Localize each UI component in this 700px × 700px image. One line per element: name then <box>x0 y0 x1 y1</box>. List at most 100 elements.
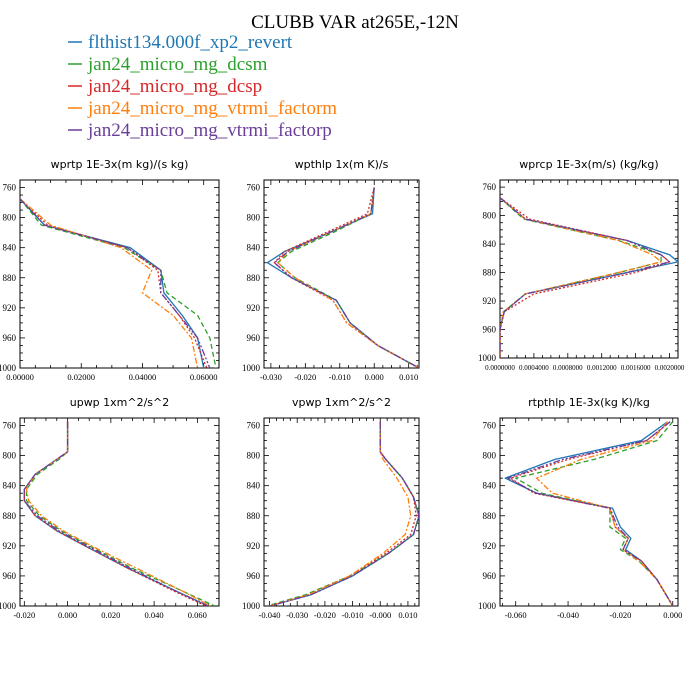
y-tick-label: 760 <box>247 421 261 431</box>
figure-title: CLUBB VAR at265E,-12N <box>251 12 459 33</box>
x-tick-label: -0.020 <box>314 610 336 620</box>
series-line <box>507 421 674 606</box>
y-tick-label: 840 <box>247 243 261 253</box>
series-line <box>500 197 662 358</box>
y-tick-label: 840 <box>483 481 497 491</box>
y-tick-label: 840 <box>3 243 17 253</box>
y-tick-label: 800 <box>483 451 497 461</box>
legend: flthist134.000f_xp2_revert jan24_micro_mg… <box>68 32 337 141</box>
y-tick-label: 760 <box>483 182 497 192</box>
panel-title: wprcp 1E-3x(m/s) (kg/kg) <box>519 158 658 171</box>
chart-panel: upwp 1xm^2/s^2 760 800 840 880 920 960 1000-0.0… <box>0 396 220 620</box>
plot-frame <box>263 179 420 369</box>
y-tick-label: 760 <box>3 183 17 193</box>
x-tick-label: 0.000 <box>663 610 682 620</box>
y-tick-label: 800 <box>247 213 261 223</box>
x-tick-label: -0.000 <box>369 610 391 620</box>
series-line <box>277 187 419 368</box>
plot-frame <box>499 179 679 359</box>
series-line <box>25 421 211 606</box>
y-tick-label: 920 <box>483 541 497 551</box>
x-tick-label: -0.030 <box>286 610 308 620</box>
x-tick-label: 0.0004000 <box>519 364 549 372</box>
y-tick-label: 960 <box>247 333 261 343</box>
x-tick-label: 0.000 <box>58 610 77 620</box>
y-tick-label: 880 <box>247 511 261 521</box>
y-tick-label: 920 <box>3 303 17 313</box>
series-line <box>20 198 199 368</box>
y-tick-label: 1000 <box>478 353 497 363</box>
chart-panel: wprtp 1E-3x(m kg)/(s kg) 760 800 840 880 920 9… <box>0 158 220 382</box>
y-tick-label: 960 <box>247 571 261 581</box>
x-tick-label: -0.060 <box>505 610 527 620</box>
x-tick-label: 0.06000 <box>190 372 218 382</box>
series-group <box>23 421 215 606</box>
series-line <box>536 421 674 606</box>
x-tick-label: 0.060 <box>188 610 207 620</box>
panel-title: wpthlp 1x(m K)/s <box>295 158 389 171</box>
y-tick-label: 920 <box>3 541 17 551</box>
series-line <box>504 421 674 606</box>
series-group <box>266 187 419 368</box>
y-tick-label: 880 <box>483 268 497 278</box>
y-tick-label: 1000 <box>0 601 17 611</box>
x-tick-label: 0.0008000 <box>553 364 583 372</box>
plot-frame <box>19 179 220 369</box>
series-line <box>23 421 207 606</box>
series-line <box>269 421 412 606</box>
x-tick-label: 0.0012000 <box>587 364 617 372</box>
x-tick-label: 0.010 <box>398 610 417 620</box>
x-tick-label: 0.0020000 <box>655 364 685 372</box>
y-tick-label: 920 <box>247 303 261 313</box>
plot-frame <box>263 417 420 607</box>
plot-frame <box>19 417 220 607</box>
y-tick-label: 760 <box>483 421 497 431</box>
y-tick-label: 1000 <box>242 601 261 611</box>
x-tick-label: 0.020 <box>101 610 120 620</box>
x-tick-label: -0.020 <box>609 610 631 620</box>
legend-label: jan24_micro_mg_dcsp <box>87 76 262 97</box>
series-line <box>266 187 419 368</box>
chart-panel: wprcp 1E-3x(m/s) (kg/kg) 760 800 840 880 920 9… <box>478 158 685 372</box>
series-line <box>500 197 678 358</box>
series-line <box>20 198 208 368</box>
series-line <box>25 421 215 606</box>
legend-label: flthist134.000f_xp2_revert <box>88 32 293 53</box>
series-line <box>269 421 419 606</box>
series-line <box>23 421 209 606</box>
panel-title: wprtp 1E-3x(m kg)/(s kg) <box>51 158 189 171</box>
series-line <box>515 421 674 606</box>
series-line <box>500 197 671 358</box>
x-tick-label: -0.010 <box>342 610 364 620</box>
y-tick-label: 1000 <box>0 363 17 373</box>
x-tick-label: 0.04000 <box>129 372 157 382</box>
series-line <box>277 187 419 368</box>
x-tick-label: -0.020 <box>294 372 316 382</box>
series-line <box>23 421 209 606</box>
y-tick-label: 800 <box>3 213 17 223</box>
x-tick-label: 0.0016000 <box>621 364 651 372</box>
x-tick-label: 0.040 <box>145 610 164 620</box>
x-tick-label: 0.00000 <box>6 372 34 382</box>
y-tick-label: 960 <box>483 325 497 335</box>
series-line <box>20 198 205 368</box>
series-group <box>266 421 419 606</box>
series-line <box>269 421 417 606</box>
panel-title: upwp 1xm^2/s^2 <box>70 396 170 409</box>
y-tick-label: 880 <box>3 273 17 283</box>
y-tick-label: 920 <box>247 541 261 551</box>
series-line <box>20 198 211 368</box>
x-tick-label: -0.040 <box>259 610 281 620</box>
x-tick-label: 0.000 <box>365 372 384 382</box>
series-group <box>500 197 678 358</box>
plot-frame <box>499 417 679 607</box>
panels: wprtp 1E-3x(m kg)/(s kg) 760 800 840 880 920 9… <box>0 158 685 620</box>
y-tick-label: 800 <box>483 211 497 221</box>
y-tick-label: 760 <box>3 421 17 431</box>
series-group <box>20 198 217 368</box>
series-line <box>500 197 662 358</box>
legend-label: jan24_micro_mg_vtrmi_factorm <box>87 98 337 119</box>
chart-panel: rtpthlp 1E-3x(kg K)/kg 760 800 840 880 920 960… <box>478 396 682 620</box>
series-line <box>20 198 217 368</box>
